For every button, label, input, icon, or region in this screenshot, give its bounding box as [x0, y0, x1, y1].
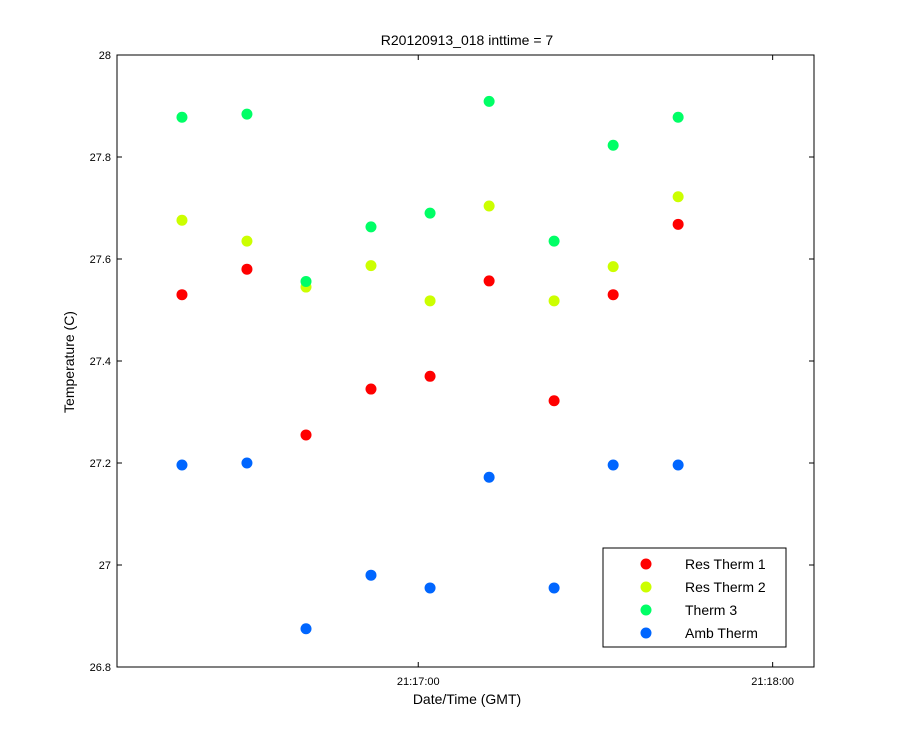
- data-point: [241, 457, 253, 469]
- y-axis-ticks: 26.8 27 27.2 27.4 27.6 27.8 28: [90, 50, 814, 674]
- data-point: [483, 200, 495, 212]
- data-point: [365, 383, 377, 395]
- legend-marker: [640, 604, 652, 616]
- data-point: [300, 623, 312, 635]
- data-point: [365, 221, 377, 233]
- data-point: [241, 263, 253, 275]
- data-point: [424, 295, 436, 307]
- legend-marker: [640, 627, 652, 639]
- legend-label: Amb Therm: [685, 625, 758, 641]
- data-point: [672, 218, 684, 230]
- x-tick-label: 21:17:00: [397, 676, 440, 688]
- data-point: [483, 471, 495, 483]
- legend-label: Res Therm 2: [685, 579, 766, 595]
- y-tick-label: 27.2: [90, 458, 111, 470]
- data-point: [365, 260, 377, 272]
- data-point: [483, 95, 495, 107]
- x-tick-label: 21:18:00: [751, 676, 794, 688]
- y-tick-label: 27: [99, 560, 111, 572]
- legend-marker: [640, 558, 652, 570]
- data-point: [424, 370, 436, 382]
- x-axis-ticks: 21:17:00 21:18:00: [397, 55, 794, 688]
- series-2: [176, 95, 684, 287]
- data-point: [607, 289, 619, 301]
- legend: Res Therm 1 Res Therm 2 Therm 3 Amb Therm: [602, 547, 787, 648]
- data-point: [241, 235, 253, 247]
- data-point: [176, 214, 188, 226]
- data-point: [672, 191, 684, 203]
- data-point: [548, 235, 560, 247]
- data-point: [548, 295, 560, 307]
- data-point: [483, 275, 495, 287]
- y-tick-label: 27.6: [90, 254, 111, 266]
- y-tick-label: 28: [99, 50, 111, 62]
- y-tick-label: 27.8: [90, 152, 111, 164]
- data-point: [607, 459, 619, 471]
- data-point: [300, 429, 312, 441]
- data-point: [607, 261, 619, 273]
- legend-box: [602, 547, 787, 648]
- series-3: [176, 457, 684, 635]
- chart-title: R20120913_018 inttime = 7: [381, 32, 554, 48]
- data-point: [672, 111, 684, 123]
- y-axis-title: Temperature (C): [61, 311, 77, 413]
- y-tick-label: 27.4: [90, 356, 111, 368]
- data-point: [176, 459, 188, 471]
- data-point: [672, 459, 684, 471]
- data-point: [300, 275, 312, 287]
- x-axis-title: Date/Time (GMT): [413, 691, 521, 707]
- data-point: [424, 207, 436, 219]
- data-point: [365, 569, 377, 581]
- y-tick-label: 26.8: [90, 662, 111, 674]
- legend-marker: [640, 581, 652, 593]
- data-point: [548, 395, 560, 407]
- data-point: [176, 111, 188, 123]
- legend-label: Res Therm 1: [685, 556, 766, 572]
- legend-label: Therm 3: [685, 602, 737, 618]
- data-point: [176, 289, 188, 301]
- data-point: [548, 582, 560, 594]
- series-1: [176, 191, 684, 307]
- data-points: [176, 95, 684, 635]
- data-point: [241, 108, 253, 120]
- series-0: [176, 218, 684, 441]
- data-point: [424, 582, 436, 594]
- data-point: [607, 139, 619, 151]
